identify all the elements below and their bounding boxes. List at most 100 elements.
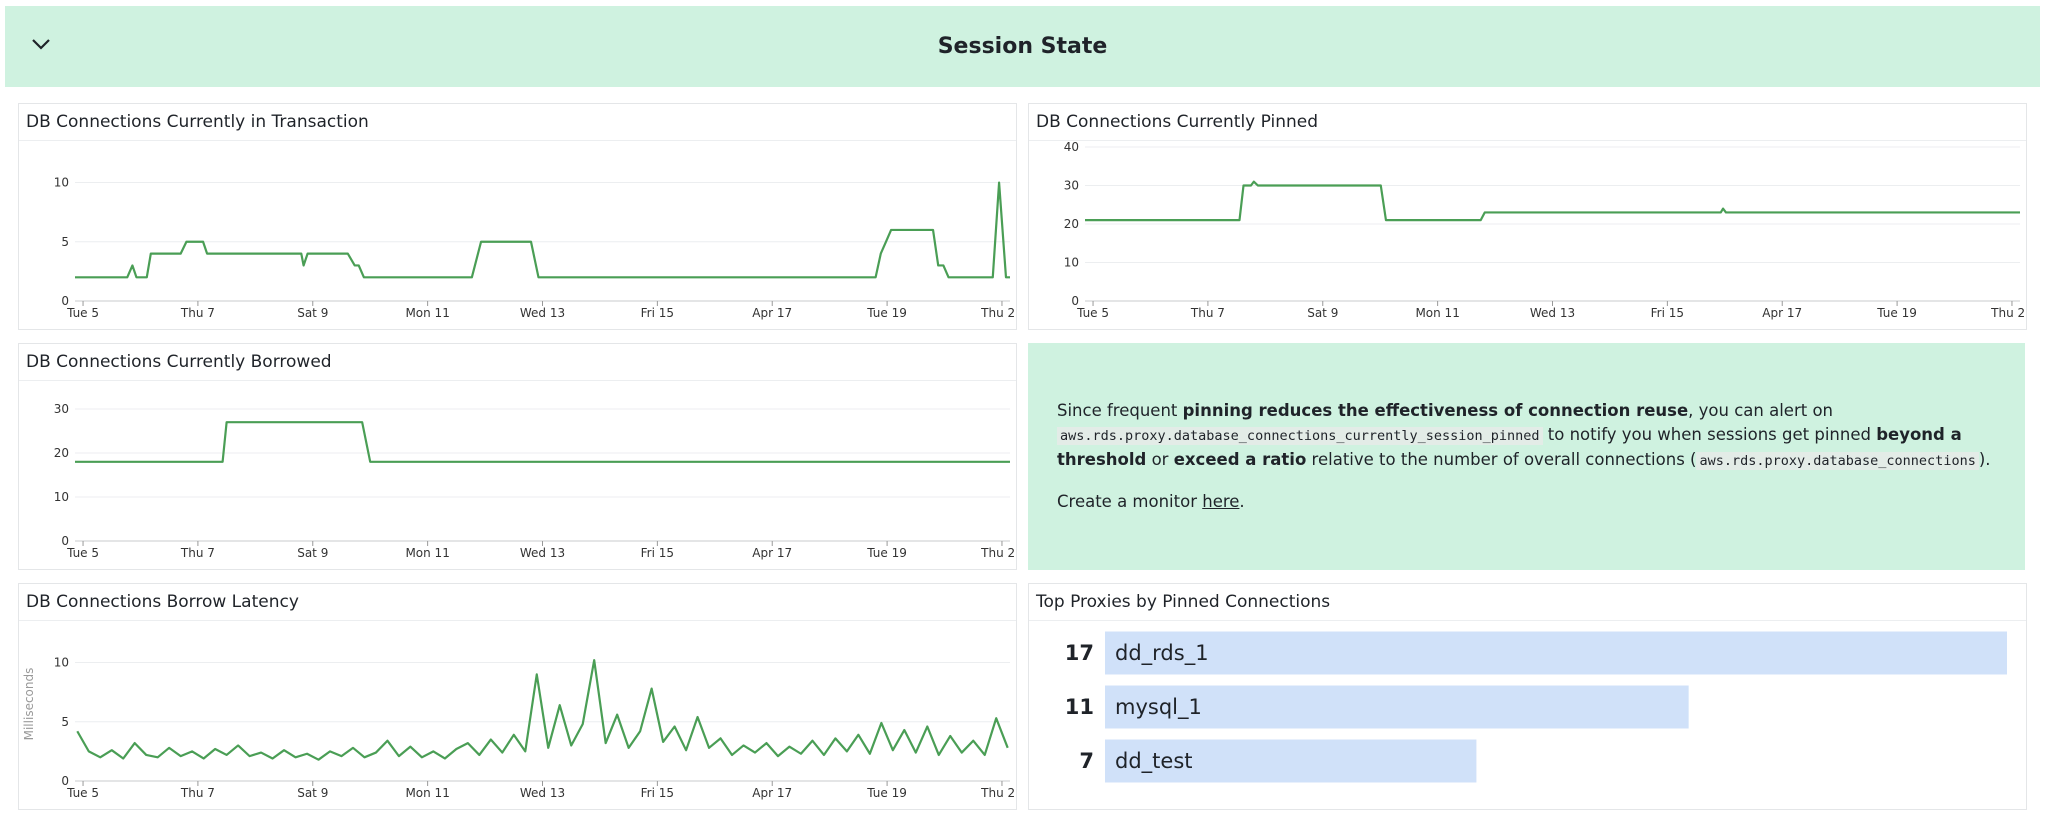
note-text: Since frequent pinning reduces the effec…: [1057, 399, 1999, 531]
chart: 0 10 20 30 40 Tue 5 Thu 7 Sat 9 Mon 11 Wed 13 Fri …: [1064, 140, 2026, 320]
y-tick-label: 30: [54, 402, 69, 416]
x-tick-label: Tue 5: [66, 546, 99, 560]
x-tick-label: Thu 21: [980, 306, 1016, 320]
bar-value-label: 7: [1079, 749, 1094, 773]
bar: [1105, 739, 1477, 783]
bar-value-label: 17: [1065, 641, 1094, 665]
widget: 0 5 10 Tue 5 Thu 7 Sat 9 Mon 11 Wed 13 Fri 15 Apr…: [18, 103, 1017, 330]
chart: 0 10 20 30 Tue 5 Thu 7 Sat 9 Mon 11 Wed 13 Fri 15…: [54, 402, 1016, 560]
text: .: [1239, 492, 1245, 511]
y-tick-label: 40: [1064, 140, 1079, 154]
text: or: [1146, 450, 1174, 469]
bar-category-label: dd_rds_1: [1115, 641, 1209, 666]
x-tick-label: Thu 7: [180, 546, 215, 560]
x-tick-label: Wed 13: [1530, 306, 1575, 320]
x-tick-label: Sat 9: [297, 786, 328, 800]
widget: 0 5 10 Tue 5 Thu 7 Sat 9 Mon 11 Wed 13 Fri 15 Apr…: [18, 583, 1017, 810]
x-tick-label: Apr 17: [752, 546, 792, 560]
widget-title: DB Connections Borrow Latency: [26, 592, 299, 612]
group-title: Session State: [937, 34, 1108, 59]
line-series: [76, 659, 1009, 761]
y-tick-label: 30: [1064, 179, 1079, 193]
x-tick-label: Tue 5: [1076, 306, 1109, 320]
y-tick-label: 10: [54, 656, 69, 670]
x-tick-label: Tue 19: [866, 786, 907, 800]
x-tick-label: Mon 11: [405, 786, 449, 800]
x-tick-label: Fri 15: [1651, 306, 1684, 320]
x-tick-label: Mon 11: [405, 306, 449, 320]
y-tick-label: 20: [1064, 217, 1079, 231]
line-series: [75, 421, 1010, 463]
y-axis-label: Milliseconds: [22, 668, 36, 741]
y-tick-label: 0: [1071, 294, 1079, 308]
y-tick-label: 10: [54, 176, 69, 190]
x-tick-label: Tue 5: [66, 306, 99, 320]
text: beyond a threshold: [1057, 425, 1962, 469]
x-tick-label: Tue 19: [866, 306, 907, 320]
bar-category-label: mysql_1: [1115, 695, 1202, 720]
bar-category-label: dd_test: [1115, 749, 1193, 774]
x-tick-label: Apr 17: [752, 786, 792, 800]
widget-title: DB Connections Currently Pinned: [1036, 112, 1319, 132]
y-tick-label: 5: [61, 235, 69, 249]
x-tick-label: Sat 9: [297, 546, 328, 560]
x-tick-label: Wed 13: [520, 786, 565, 800]
x-tick-label: Sat 9: [1307, 306, 1338, 320]
x-tick-label: Tue 19: [1876, 306, 1917, 320]
text: Create a monitor: [1057, 492, 1203, 511]
line-series: [75, 181, 1010, 279]
note-widget: Since frequent pinning reduces the effec…: [1028, 343, 2025, 570]
group-header[interactable]: Session State: [5, 6, 2040, 87]
y-tick-label: 10: [1064, 256, 1079, 270]
x-tick-label: Mon 11: [405, 546, 449, 560]
x-tick-label: Thu 7: [180, 786, 215, 800]
y-tick-label: 20: [54, 446, 69, 460]
x-tick-label: Thu 7: [180, 306, 215, 320]
y-tick-label: 0: [61, 774, 69, 788]
bar: [1105, 631, 2007, 675]
x-tick-label: Thu 7: [1190, 306, 1225, 320]
widget: 0 10 20 30 40 Tue 5 Thu 7 Sat 9 Mon 11 Wed 13 Fri …: [1028, 103, 2027, 330]
widget: 0 10 20 30 Tue 5 Thu 7 Sat 9 Mon 11 Wed 13 Fri 15…: [18, 343, 1017, 570]
x-tick-label: Thu 21: [1990, 306, 2026, 320]
widget-title: DB Connections Currently in Transaction: [26, 112, 369, 132]
y-tick-label: 5: [61, 715, 69, 729]
text: relative to the number of overall connec…: [1306, 450, 1697, 469]
x-tick-label: Fri 15: [641, 546, 674, 560]
x-tick-label: Apr 17: [752, 306, 792, 320]
collapse-chevron[interactable]: [31, 37, 51, 51]
text: to notify you when sessions get pinned: [1542, 425, 1877, 444]
x-tick-label: Tue 19: [866, 546, 907, 560]
text: ).: [1978, 450, 1991, 469]
chart: 0 5 10 Tue 5 Thu 7 Sat 9 Mon 11 Wed 13 Fri 15 Apr…: [54, 176, 1016, 320]
y-tick-label: 0: [61, 294, 69, 308]
bar: [1105, 685, 1689, 729]
x-tick-label: Tue 5: [66, 786, 99, 800]
x-tick-label: Mon 11: [1415, 306, 1459, 320]
x-tick-label: Sat 9: [297, 306, 328, 320]
x-tick-label: Wed 13: [520, 306, 565, 320]
x-tick-label: Apr 17: [1762, 306, 1802, 320]
text: exceed a ratio: [1173, 450, 1307, 469]
chart: 17 dd_rds_1 11 mysql_1 7 dd_test: [1065, 631, 2007, 783]
widget-title: DB Connections Currently Borrowed: [26, 352, 332, 372]
monitor-link[interactable]: here: [1202, 492, 1240, 511]
metric-name: aws.rds.proxy.database_connections: [1696, 452, 1979, 470]
line-series: [1085, 180, 2020, 222]
text: Since frequent: [1057, 401, 1183, 420]
chart: 0 5 10 Tue 5 Thu 7 Sat 9 Mon 11 Wed 13 Fri 15 Apr…: [22, 656, 1016, 800]
x-tick-label: Thu 21: [980, 546, 1016, 560]
text: pinning reduces the effectiveness of con…: [1182, 401, 1689, 420]
x-tick-label: Fri 15: [641, 306, 674, 320]
y-tick-label: 0: [61, 534, 69, 548]
text: , you can alert on: [1688, 401, 1834, 420]
widget: 17 dd_rds_1 11 mysql_1 7 dd_test Top Proxies …: [1028, 583, 2027, 810]
y-tick-label: 10: [54, 490, 69, 504]
x-tick-label: Wed 13: [520, 546, 565, 560]
metric-name: aws.rds.proxy.database_connections_curre…: [1057, 427, 1543, 445]
x-tick-label: Thu 21: [980, 786, 1016, 800]
bar-value-label: 11: [1065, 695, 1094, 719]
x-tick-label: Fri 15: [641, 786, 674, 800]
widget-title: Top Proxies by Pinned Connections: [1036, 592, 1331, 612]
